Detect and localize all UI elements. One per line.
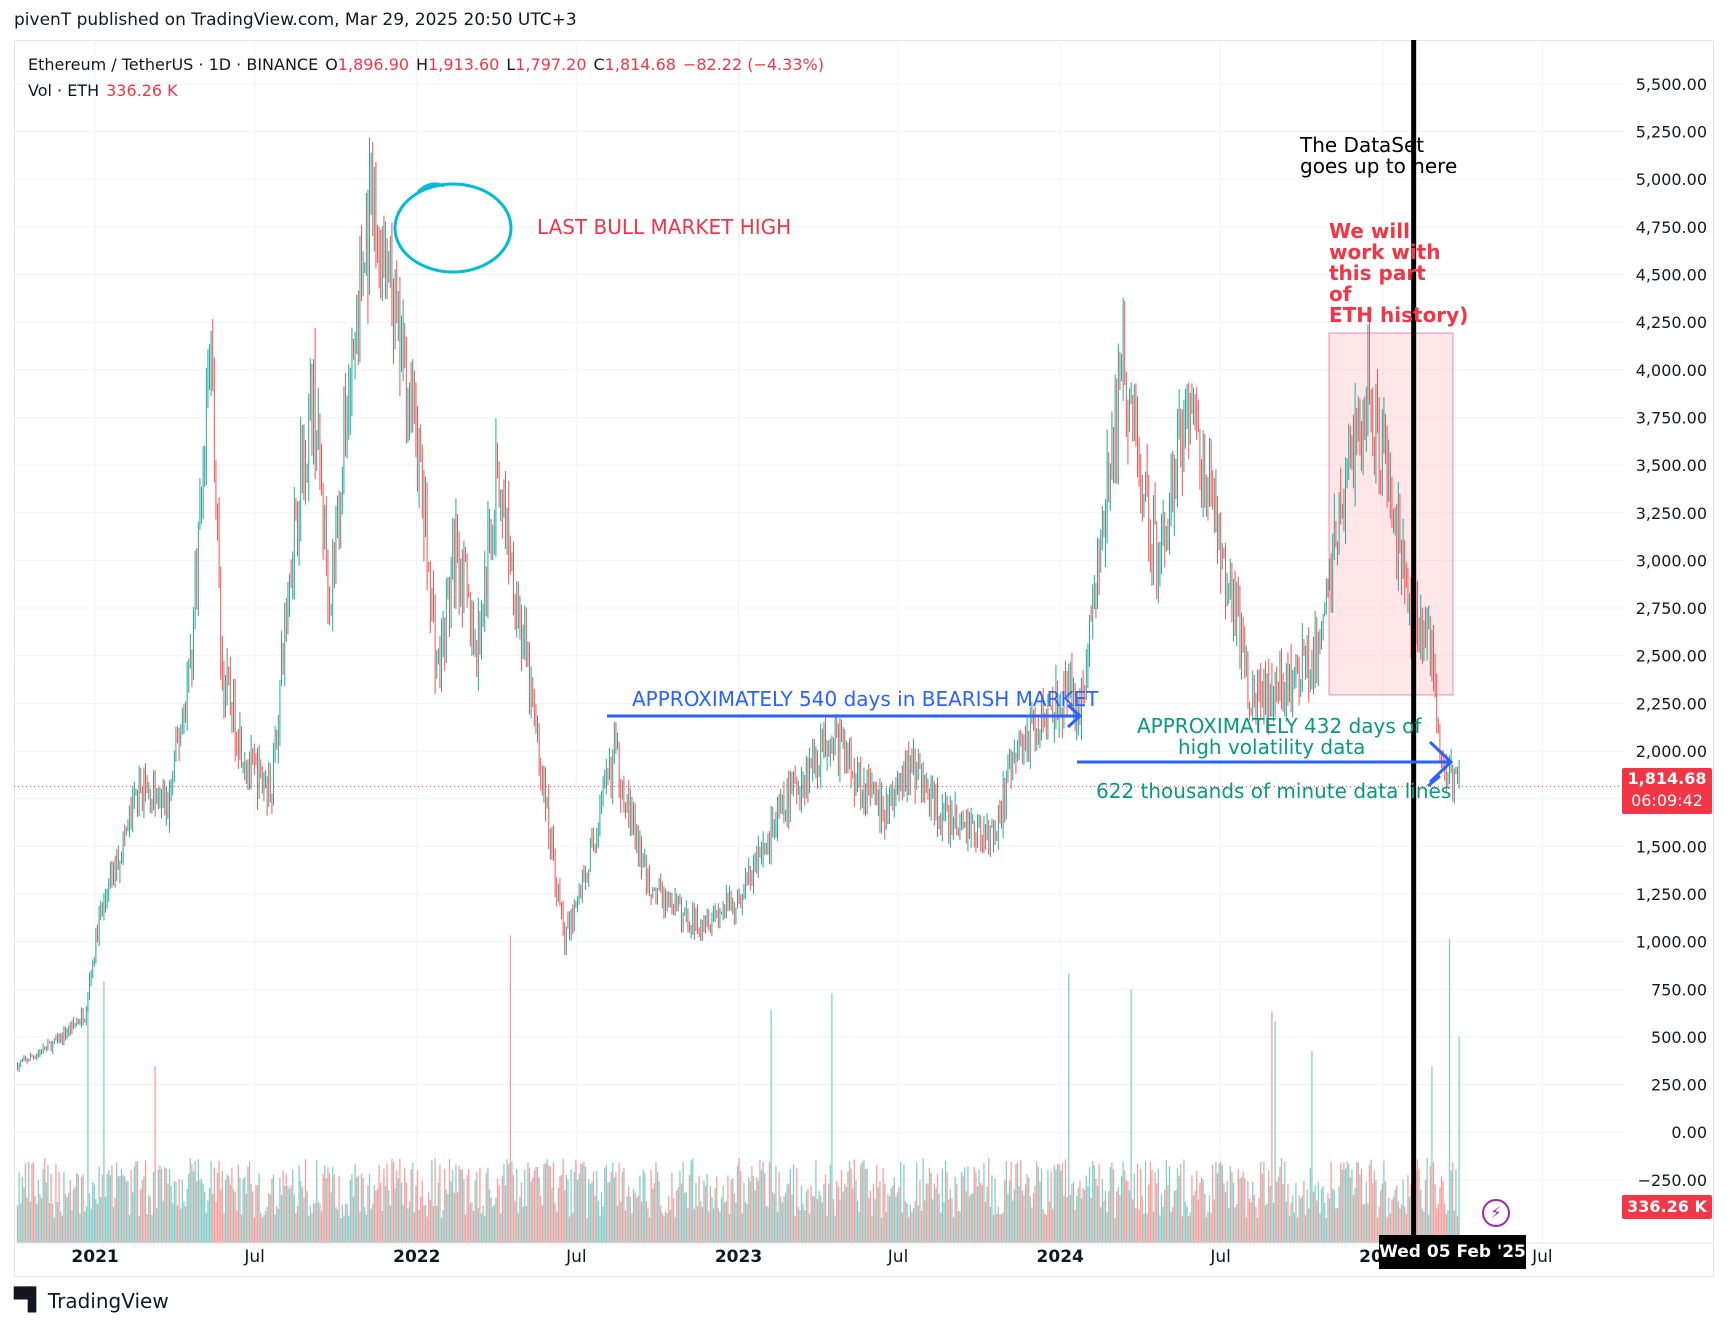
work-annotation: We will work with this part of ETH histo… [1329,221,1468,326]
legend-change: −82.22 (−4.33%) [682,55,824,74]
tradingview-logo[interactable]: ▀▌ TradingView [14,1288,169,1313]
tradingview-brand: TradingView [47,1288,169,1313]
work-line-4: of [1329,282,1352,306]
bull-high-annotation: LAST BULL MARKET HIGH [537,215,792,239]
price-badge-value: 1,814.68 [1627,769,1707,788]
y-tick-label: 4,250.00 [1636,313,1707,332]
volume-badge: 336.26 K [1622,1195,1712,1219]
y-tick-label: 1,250.00 [1636,885,1707,904]
legend-open: 1,896.90 [337,55,410,74]
y-tick-label: 1,000.00 [1636,933,1707,952]
minute-arrow-tick [1427,774,1441,788]
legend-volume: 336.26 K [106,81,178,100]
volatility-arrow-head [1428,740,1454,784]
price-badge-countdown: 06:09:42 [1631,791,1703,810]
legend-close: 1,814.68 [604,55,676,74]
y-tick-label: 5,000.00 [1636,170,1707,189]
x-tick-label: Jul [243,1247,265,1267]
x-tick-label: Jul [565,1247,587,1267]
legend-volume-label: Vol · ETH [28,81,100,100]
volatility-annotation-2: high volatility data [1178,735,1366,759]
legend-high: 1,913.60 [428,55,500,74]
publish-line: pivenT published on TradingView.com, Mar… [14,10,577,30]
tradingview-logo-icon: ▀▌ [14,1288,45,1313]
x-tick-label: 2021 [71,1247,118,1267]
circle-tail [416,182,445,194]
y-tick-label: 2,500.00 [1636,647,1707,666]
y-tick-label: 4,000.00 [1636,361,1707,380]
replay-button[interactable]: ⚡ [1482,1199,1510,1227]
grid [14,40,1625,1243]
overlay-layer [14,40,1625,1235]
study-window-highlight [1328,332,1454,696]
y-tick-label: 0.00 [1671,1123,1707,1142]
minute-lines-annotation: 622 thousands of minute data lines [1096,779,1452,803]
work-line-2: work with [1329,240,1441,264]
axes: 5,500.00 5,250.00 5,000.00 4,750.00 4,500.00… [14,75,1714,1267]
legend-low-label: L [506,55,516,74]
y-tick-label: 2,750.00 [1636,599,1707,618]
y-tick-label: 2,000.00 [1636,742,1707,761]
volume-bars [16,935,1460,1243]
x-tick-label: 2024 [1037,1247,1084,1267]
y-tick-label: 2,250.00 [1636,694,1707,713]
y-tick-label: 500.00 [1651,1028,1707,1047]
y-tick-label: 3,250.00 [1636,504,1707,523]
y-tick-label: 3,750.00 [1636,408,1707,427]
y-tick-label: 4,750.00 [1636,218,1707,237]
x-tick-label: 2023 [715,1247,762,1267]
x-tick-label: Jul [887,1247,909,1267]
legend-open-label: O [325,55,338,74]
crosshair-date-label: Wed 05 Feb '25 [1379,1235,1526,1269]
y-tick-label: 750.00 [1651,980,1707,999]
chart-legend: Ethereum / TetherUS · 1D · BINANCE O1,896… [28,52,824,104]
highlight-layer [1328,332,1454,696]
candles [17,137,1460,1073]
y-tick-label: 5,500.00 [1636,75,1707,94]
x-tick-label: Jul [1209,1247,1231,1267]
legend-symbol: Ethereum / TetherUS · 1D · BINANCE [28,55,319,74]
legend-high-label: H [416,55,429,74]
lightning-icon: ⚡ [1490,1203,1502,1222]
dataset-annotation-2: goes up to here [1300,154,1458,178]
legend-low: 1,797.20 [515,55,587,74]
volatility-annotation-1: APPROXIMATELY 432 days of [1137,714,1422,738]
y-tick-label: 250.00 [1651,1076,1707,1095]
price-badge: 1,814.68 06:09:42 [1622,768,1712,814]
bearish-arrow-head [1066,703,1083,729]
x-tick-label: 2022 [393,1247,440,1267]
bull-high-circle [393,182,513,274]
x-tick-label: Jul [1531,1247,1553,1267]
y-tick-label: 5,250.00 [1636,123,1707,142]
bearish-annotation: APPROXIMATELY 540 days in BEARISH MARKET [632,687,1099,711]
y-tick-label: 4,500.00 [1636,266,1707,285]
y-tick-label: 1,500.00 [1636,837,1707,856]
y-tick-label: 3,000.00 [1636,551,1707,570]
work-line-1: We will [1329,219,1410,243]
work-line-3: this part [1329,261,1426,285]
work-line-5: ETH history) [1329,303,1469,327]
y-tick-label: 3,500.00 [1636,456,1707,475]
y-tick-label: −250.00 [1638,1171,1707,1190]
chart-frame[interactable] [14,40,1714,1277]
legend-close-label: C [593,55,605,74]
dataset-annotation-1: The DataSet [1300,133,1425,157]
